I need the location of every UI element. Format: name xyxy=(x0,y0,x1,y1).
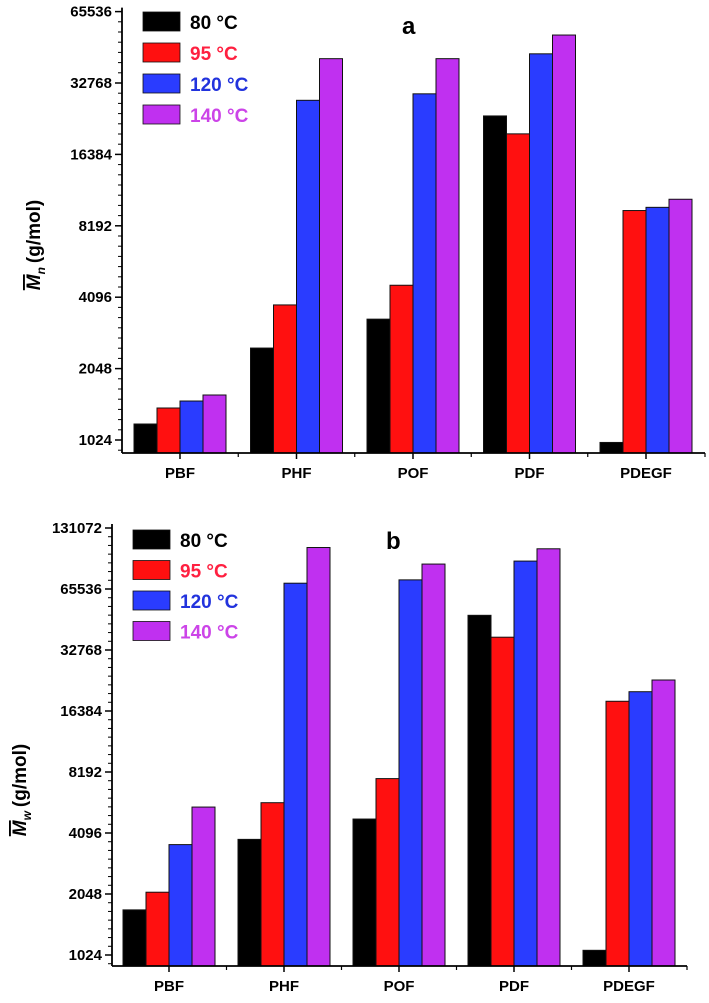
legend-label-1: 95 °C xyxy=(180,562,228,583)
legend-swatch-2 xyxy=(132,590,171,611)
bar-pbf-1 xyxy=(156,407,181,454)
bar-pof-0 xyxy=(352,818,377,967)
y-tick-label: 4096 xyxy=(79,289,112,306)
bar-pdegf-3 xyxy=(668,198,693,454)
bar-pdf-2 xyxy=(529,53,553,454)
x-tick-label: PDF xyxy=(515,465,545,482)
legend-swatch-3 xyxy=(132,621,171,641)
legend-label-0: 80 °C xyxy=(180,531,228,552)
panel-label: b xyxy=(386,528,401,555)
legend-label-2: 120 °C xyxy=(190,75,249,96)
bar-pbf-2 xyxy=(179,400,204,454)
y-tick-label: 32768 xyxy=(70,75,112,92)
bar-pbf-0 xyxy=(133,423,158,454)
x-tick-label: PDF xyxy=(499,978,529,995)
y-axis-label: Mn (g/mol) xyxy=(24,200,48,291)
bar-pbf-0 xyxy=(122,909,147,967)
bar-phf-3 xyxy=(306,547,331,967)
y-label-unit: (g/mol) xyxy=(10,744,31,807)
x-tick-label: POF xyxy=(398,465,429,482)
x-tick-label: PBF xyxy=(154,978,184,995)
bar-pdegf-1 xyxy=(622,210,647,454)
panel-b-chart: PBF PHF POF PDF PDEGF 1024 2048 4096 8192 16384 32… xyxy=(10,520,688,995)
bar-pdf-1 xyxy=(490,636,515,967)
bar-pdegf-0 xyxy=(599,441,624,454)
bar-phf-2 xyxy=(283,582,308,967)
y-tick-label: 4096 xyxy=(69,825,102,842)
y-label-unit: (g/mol) xyxy=(24,200,45,263)
x-tick-label: PHF xyxy=(269,978,299,995)
bar-pdf-3 xyxy=(552,34,576,454)
bar-pof-1 xyxy=(389,284,414,454)
legend-swatch-0 xyxy=(142,11,181,32)
x-tick-label: PDEGF xyxy=(603,978,655,995)
bar-pdf-0 xyxy=(467,614,492,967)
bar-pof-3 xyxy=(421,563,446,967)
bar-pbf-3 xyxy=(191,806,216,967)
y-tick-label: 8192 xyxy=(79,218,112,235)
bar-phf-1 xyxy=(260,802,285,967)
x-tick-label: PHF xyxy=(282,465,312,482)
bar-pdegf-0 xyxy=(582,949,607,967)
bar-phf-1 xyxy=(273,304,297,454)
legend: 80 °C 95 °C 120 °C 140 °C xyxy=(132,529,239,644)
bar-pdf-2 xyxy=(513,560,538,967)
bar-pof-1 xyxy=(375,778,400,967)
y-tick-label: 16384 xyxy=(60,703,102,720)
x-tick-label: POF xyxy=(384,978,415,995)
bar-phf-2 xyxy=(296,99,320,454)
y-tick-label: 1024 xyxy=(69,947,103,964)
bar-pdegf-3 xyxy=(651,679,676,967)
bar-pdf-1 xyxy=(506,133,530,454)
x-tick-label: PBF xyxy=(165,465,195,482)
legend-label-3: 140 °C xyxy=(180,623,239,644)
bar-pdf-0 xyxy=(483,115,507,454)
bar-pbf-3 xyxy=(202,394,227,454)
y-tick-label: 8192 xyxy=(69,764,102,781)
y-tick-label: 65536 xyxy=(60,581,102,598)
legend-swatch-0 xyxy=(132,529,171,550)
bar-pof-3 xyxy=(435,58,460,454)
y-tick-label: 16384 xyxy=(70,146,112,163)
y-label-symbol: M xyxy=(10,819,31,836)
bar-pof-0 xyxy=(366,318,391,454)
y-label-subscript: n xyxy=(34,267,48,274)
legend-swatch-1 xyxy=(132,560,171,580)
bar-pdegf-2 xyxy=(645,206,670,454)
bar-pbf-2 xyxy=(168,844,193,967)
bar-phf-0 xyxy=(250,347,274,454)
y-label-subscript: w xyxy=(20,810,34,820)
y-tick-label: 32768 xyxy=(60,642,102,659)
bar-pdf-3 xyxy=(536,548,561,967)
legend-swatch-3 xyxy=(142,104,181,125)
bar-pof-2 xyxy=(412,93,437,454)
y-tick-label: 65536 xyxy=(70,4,112,21)
bar-phf-3 xyxy=(319,58,343,454)
legend-label-2: 120 °C xyxy=(180,592,239,613)
bar-pdegf-2 xyxy=(628,691,653,967)
panel-label: a xyxy=(402,13,416,40)
legend-swatch-1 xyxy=(142,42,181,63)
bar-pdegf-1 xyxy=(605,700,630,967)
legend-label-3: 140 °C xyxy=(190,106,249,127)
panel-a-chart: PBF PHF POF PDF PDEGF 1024 2048 4096 8192 16384 32… xyxy=(24,4,706,482)
legend-swatch-2 xyxy=(142,73,181,94)
y-tick-label: 1024 xyxy=(79,432,113,449)
y-axis-label: Mw (g/mol) xyxy=(10,744,34,837)
bar-pof-2 xyxy=(398,579,423,967)
y-tick-label: 2048 xyxy=(69,886,102,903)
legend-label-1: 95 °C xyxy=(190,44,238,65)
bar-phf-0 xyxy=(237,838,262,967)
y-tick-label: 2048 xyxy=(79,361,112,378)
bar-pbf-1 xyxy=(145,891,170,967)
legend-label-0: 80 °C xyxy=(190,13,238,34)
y-tick-label: 131072 xyxy=(52,520,102,537)
x-tick-label: PDEGF xyxy=(620,465,672,482)
legend: 80 °C 95 °C 120 °C 140 °C xyxy=(142,11,249,127)
y-label-symbol: M xyxy=(24,273,45,290)
